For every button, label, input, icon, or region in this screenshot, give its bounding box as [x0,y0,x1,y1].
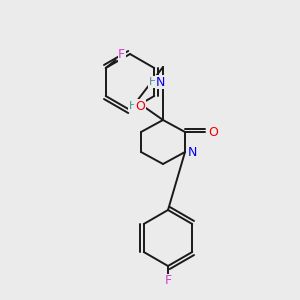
Text: H: H [129,101,137,111]
Text: N: N [155,76,165,88]
Text: F: F [164,274,172,287]
Text: F: F [118,49,125,62]
Text: O: O [208,125,218,139]
Text: H: H [149,77,157,87]
Text: O: O [135,100,145,112]
Text: N: N [187,146,197,158]
